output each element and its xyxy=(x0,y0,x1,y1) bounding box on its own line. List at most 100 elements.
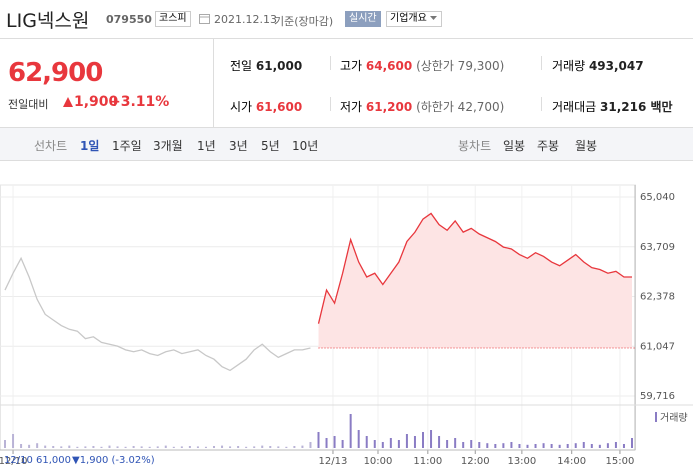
volume-bar xyxy=(229,446,232,448)
volume-bar xyxy=(373,440,376,448)
volume-bar xyxy=(534,444,537,448)
x-tick-label: 12/13 xyxy=(319,456,348,467)
tab[interactable]: 일봉 xyxy=(503,139,526,153)
volume-bar xyxy=(574,443,577,448)
stat-value: 493,047 xyxy=(588,59,644,73)
volume-bar xyxy=(180,446,183,448)
volume-bar xyxy=(422,432,424,448)
stat-value: 61,600 xyxy=(255,100,303,114)
volume-bar xyxy=(148,446,151,448)
volume-bar xyxy=(76,446,79,448)
change: 1,900 xyxy=(74,94,119,110)
volume-bar xyxy=(28,444,31,448)
dropdown-icon xyxy=(430,16,437,20)
stock-name: LIG넥스원 xyxy=(6,10,90,32)
legend-swatch xyxy=(655,412,657,422)
tab-label: 선차트 xyxy=(34,139,68,153)
tab[interactable]: 1주일 xyxy=(112,139,142,153)
volume-bar xyxy=(124,446,127,448)
divider xyxy=(213,39,214,127)
volume-bar xyxy=(293,446,296,448)
volume-bar xyxy=(510,442,513,448)
volume-bar xyxy=(478,442,481,448)
volume-bar xyxy=(614,442,617,448)
volume-bar xyxy=(446,440,449,448)
volume-bar xyxy=(389,438,392,448)
volume-bar xyxy=(397,440,400,448)
volume-bar xyxy=(349,414,352,448)
volume-bar xyxy=(245,446,248,448)
volume-bar xyxy=(526,444,529,448)
volume-bar xyxy=(598,444,601,448)
volume-bar xyxy=(221,445,224,448)
tab[interactable]: 1일 xyxy=(80,139,100,153)
tab[interactable]: 3년 xyxy=(229,139,248,153)
volume-bar xyxy=(454,438,457,448)
stat-value: 61,000 xyxy=(255,59,303,73)
tab[interactable]: 1년 xyxy=(197,139,216,153)
volume-bar xyxy=(60,446,63,448)
tab[interactable]: 5년 xyxy=(261,139,280,153)
x-tick-label: 11:00 xyxy=(413,456,442,467)
volume-bar xyxy=(140,446,143,448)
divider xyxy=(0,38,693,39)
volume-bar xyxy=(108,445,111,448)
stat-label: 시가 xyxy=(230,100,253,114)
volume-bar xyxy=(622,444,625,448)
stat-value: 64,600 xyxy=(365,59,413,73)
volume-bar xyxy=(317,432,320,448)
area xyxy=(318,213,632,349)
volume-bar xyxy=(12,434,15,448)
x-tick-label: 15:00 xyxy=(606,456,635,467)
price-line xyxy=(317,212,632,324)
date: 2021.12.13 xyxy=(214,13,277,26)
volume-bar xyxy=(44,445,47,448)
volume-bar xyxy=(301,445,304,448)
footer-change: ▼1,900 (-3.02%) xyxy=(72,455,155,466)
volume-bar xyxy=(20,444,23,448)
volume-bar xyxy=(269,446,272,448)
volume-bar xyxy=(470,440,473,448)
x-tick-label: 10:00 xyxy=(364,456,393,467)
volume-bar xyxy=(253,446,256,448)
stat-label: 전일 xyxy=(230,59,253,73)
volume-bar xyxy=(558,444,561,448)
volume-bar xyxy=(68,445,71,448)
volume-bar xyxy=(365,436,368,448)
volume-bar xyxy=(164,445,167,448)
stat-label: 거래량 xyxy=(552,59,586,73)
stat-label: 거래대금 xyxy=(552,100,597,114)
tab[interactable]: 10년 xyxy=(292,139,319,153)
stock-code: 079550 xyxy=(106,13,152,26)
change-pct: +3.11% xyxy=(109,94,170,110)
volume-bar xyxy=(430,430,433,448)
volume-bar xyxy=(285,446,288,448)
tab[interactable]: 3개월 xyxy=(153,139,183,153)
volume-bar xyxy=(413,436,416,448)
y-tick-label: 63,709 xyxy=(640,242,675,253)
tab[interactable]: 주봉 xyxy=(537,139,560,153)
stat-label: 저가 xyxy=(340,100,363,114)
volume-bar xyxy=(606,443,609,448)
volume-bar xyxy=(116,446,119,448)
y-tick-label: 62,378 xyxy=(640,292,675,303)
x-tick-label: 13:00 xyxy=(507,456,536,467)
volume-bar xyxy=(204,446,207,448)
volume-bar xyxy=(566,444,569,448)
volume-bar xyxy=(172,446,175,448)
price: 62,900 xyxy=(8,58,103,88)
volume-bar xyxy=(486,443,489,448)
volume-bar xyxy=(213,446,215,448)
volume-bar xyxy=(462,442,465,448)
volume-bar xyxy=(84,446,87,448)
volume-bar xyxy=(261,445,264,448)
volume-bar xyxy=(381,442,384,448)
stat-sub: (하한가 42,700) xyxy=(416,100,505,114)
tab[interactable]: 월봉 xyxy=(575,139,598,153)
tab-label: 봉차트 xyxy=(458,139,492,153)
x-tick-label: 14:00 xyxy=(557,456,586,467)
volume-bar xyxy=(156,446,159,448)
realtime[interactable]: 실시간 xyxy=(345,11,381,27)
volume-bar xyxy=(52,446,55,448)
company[interactable]: 기업개요 xyxy=(386,11,442,27)
